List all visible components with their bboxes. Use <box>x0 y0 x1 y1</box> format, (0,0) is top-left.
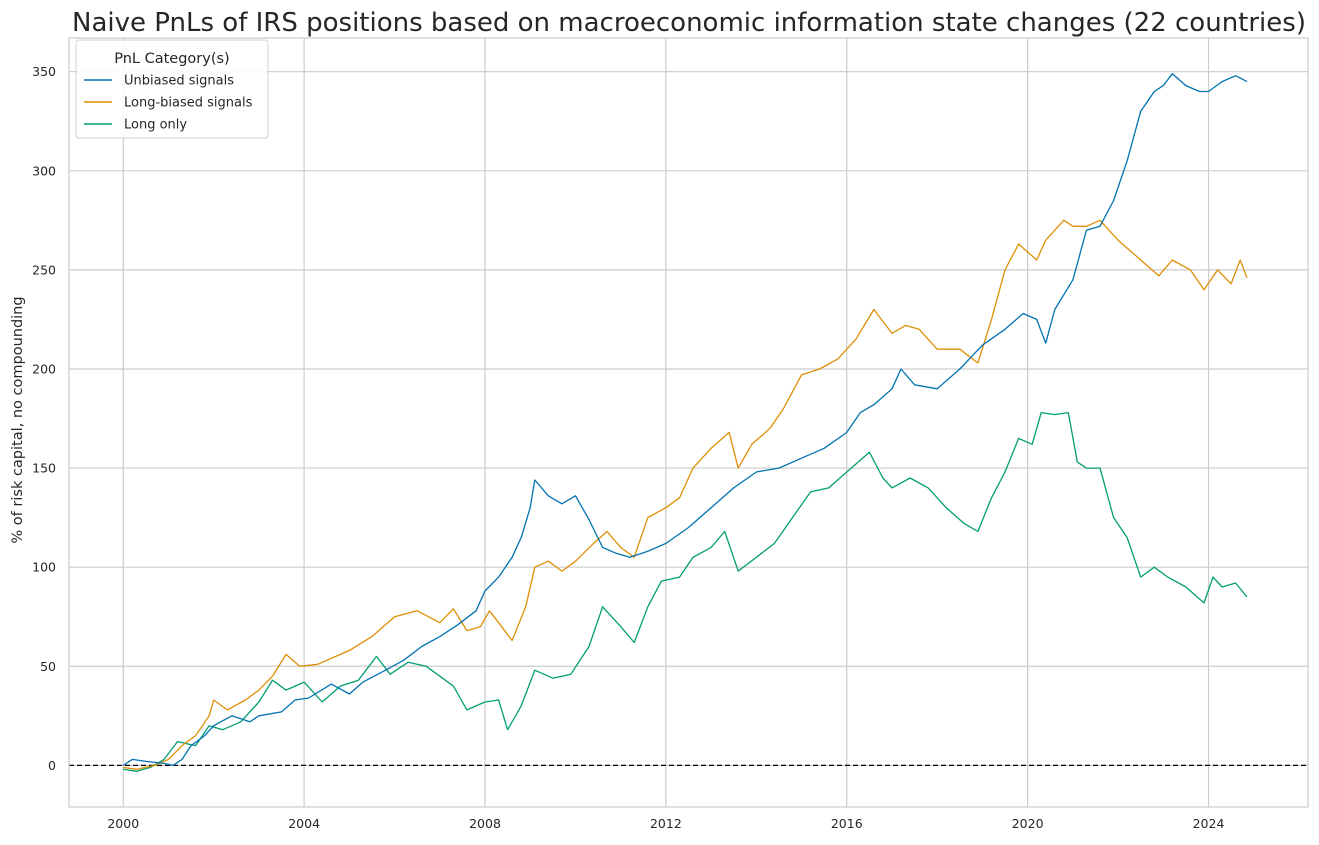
series-line-long-only <box>123 411 1248 772</box>
x-tick-labels: 2000 2004 2008 2012 2016 2020 2024 <box>107 816 1224 831</box>
plot-frame <box>68 37 1309 808</box>
x-tick-label: 2004 <box>288 816 320 831</box>
grid-lines <box>69 38 1308 807</box>
y-tick-labels: 0 50 100 150 200 250 300 350 <box>32 64 56 773</box>
y-tick-label: 150 <box>32 461 56 476</box>
x-tick-label: 2020 <box>1012 816 1044 831</box>
y-tick-label: 200 <box>32 361 56 376</box>
x-tick-label: 2012 <box>650 816 682 831</box>
series-lines <box>122 73 1248 772</box>
y-tick-label: 50 <box>40 659 56 674</box>
x-tick-label: 2000 <box>107 816 139 831</box>
series-line-long-biased-signals <box>123 219 1248 770</box>
legend: PnL Category(s) Unbiased signals Long-bia… <box>75 39 269 139</box>
y-tick-label: 300 <box>32 163 56 178</box>
y-tick-label: 100 <box>32 560 56 575</box>
y-tick-label: 350 <box>32 64 56 79</box>
legend-box <box>75 39 269 139</box>
series-line-unbiased-signals <box>122 73 1248 767</box>
legend-label-long-biased-signals: Long-biased signals <box>124 96 253 111</box>
x-tick-label: 2008 <box>469 816 501 831</box>
legend-title: PnL Category(s) <box>114 51 229 67</box>
legend-label-long-only: Long only <box>124 118 187 133</box>
y-tick-label: 0 <box>48 758 56 773</box>
x-tick-label: 2016 <box>831 816 863 831</box>
y-axis-label: % of risk capital, no compounding <box>10 296 26 543</box>
y-tick-label: 250 <box>32 262 56 277</box>
chart-title: Naive PnLs of IRS positions based on mac… <box>72 8 1306 38</box>
legend-label-unbiased-signals: Unbiased signals <box>124 74 234 89</box>
x-tick-label: 2024 <box>1193 816 1225 831</box>
legend-entries: Unbiased signals Long-biased signals Long … <box>84 74 253 133</box>
